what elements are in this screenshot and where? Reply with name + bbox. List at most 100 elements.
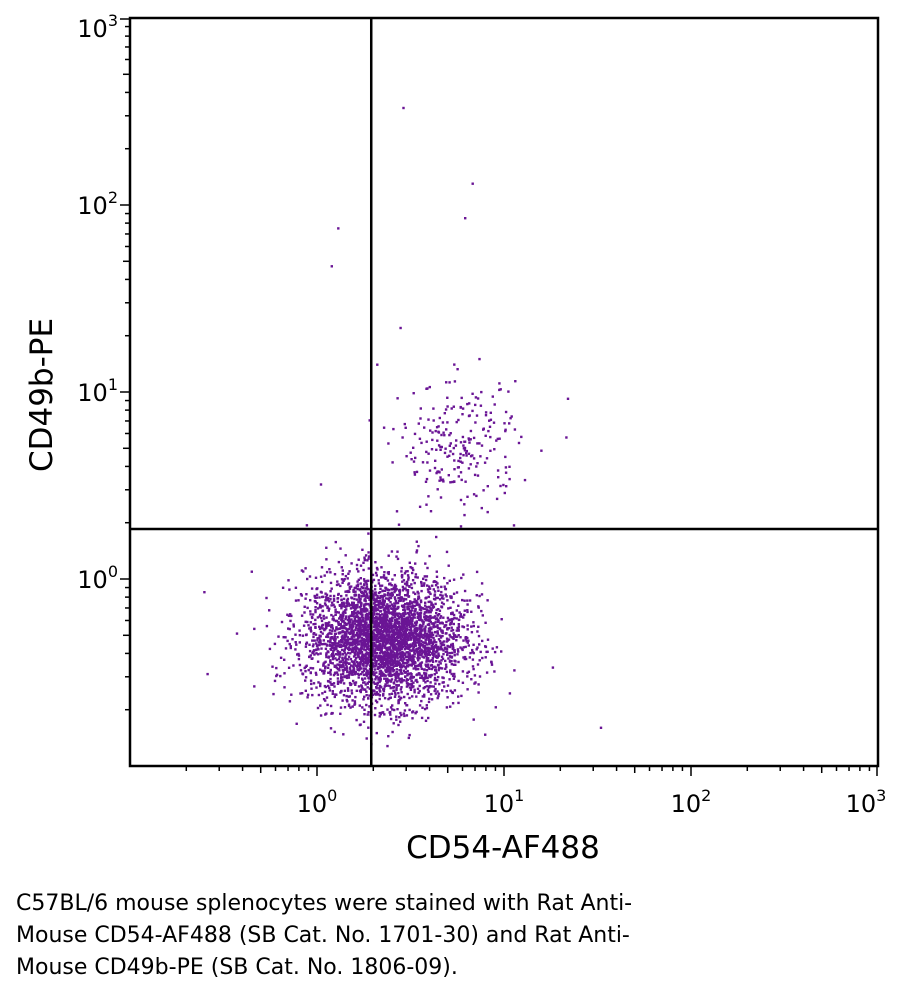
event-point — [347, 648, 351, 652]
event-point — [476, 397, 480, 400]
event-point — [415, 638, 418, 641]
event-point — [414, 679, 417, 682]
event-point — [385, 621, 388, 625]
event-point — [306, 696, 309, 699]
event-point — [395, 620, 398, 624]
event-point — [368, 623, 371, 627]
event-point — [445, 428, 448, 431]
event-point — [498, 388, 501, 392]
event-point — [388, 659, 391, 663]
event-point — [367, 629, 370, 633]
event-point — [340, 640, 344, 643]
event-point — [442, 431, 445, 434]
event-point — [332, 673, 336, 677]
event-point — [400, 686, 403, 689]
event-point — [393, 574, 396, 577]
event-point — [386, 627, 389, 630]
event-point — [429, 675, 432, 679]
event-point — [355, 626, 358, 630]
event-point — [367, 602, 370, 606]
event-point — [366, 594, 369, 597]
event-point — [346, 602, 350, 606]
event-point — [425, 656, 428, 659]
event-point — [384, 641, 387, 644]
event-point — [429, 693, 433, 696]
event-point — [361, 548, 364, 551]
event-point — [504, 410, 508, 414]
event-point — [318, 627, 322, 631]
event-point — [403, 661, 407, 665]
event-point — [432, 636, 435, 640]
event-point — [430, 685, 433, 688]
event-point — [391, 619, 394, 622]
event-point — [345, 615, 348, 618]
event-point — [359, 601, 363, 605]
event-point — [425, 685, 428, 688]
event-point — [379, 684, 382, 688]
event-point — [397, 633, 401, 637]
event-point — [321, 605, 324, 608]
event-point — [566, 397, 570, 400]
event-point — [300, 614, 304, 617]
event-point — [439, 616, 442, 620]
event-point — [400, 625, 404, 629]
event-point — [462, 573, 465, 576]
event-point — [349, 607, 353, 610]
event-point — [423, 707, 427, 711]
event-point — [443, 685, 446, 688]
event-point — [381, 661, 384, 664]
event-point — [389, 672, 392, 675]
event-point — [394, 585, 397, 589]
event-point — [435, 660, 438, 663]
event-point — [429, 681, 432, 684]
event-point — [408, 683, 412, 686]
event-point — [389, 636, 393, 639]
event-point — [406, 623, 409, 626]
event-point — [347, 689, 350, 692]
event-point — [433, 593, 437, 596]
event-point — [437, 430, 440, 433]
event-point — [364, 610, 367, 613]
event-point — [434, 621, 437, 624]
event-point — [377, 603, 380, 606]
event-point — [437, 425, 440, 428]
event-point — [324, 660, 327, 663]
event-point — [367, 711, 370, 714]
event-point — [428, 674, 431, 677]
event-point — [438, 627, 442, 630]
event-point — [341, 637, 344, 640]
event-point — [382, 694, 385, 697]
event-point — [382, 662, 386, 666]
event-point — [394, 599, 398, 603]
event-point — [453, 363, 456, 366]
event-point — [335, 642, 338, 645]
event-point — [449, 450, 452, 453]
event-point — [373, 672, 376, 676]
event-point — [374, 620, 377, 623]
event-point — [418, 641, 421, 645]
event-point — [396, 550, 399, 553]
event-point — [409, 566, 412, 569]
event-point — [356, 638, 359, 642]
event-point — [316, 639, 319, 642]
event-point — [287, 627, 290, 630]
event-point — [508, 422, 511, 425]
event-point — [298, 629, 301, 632]
event-point — [409, 638, 413, 641]
event-point — [431, 431, 434, 434]
event-point — [329, 704, 333, 708]
event-point — [382, 689, 386, 693]
event-point — [336, 673, 339, 676]
event-point — [385, 637, 388, 640]
event-point — [445, 595, 448, 598]
event-point — [361, 623, 364, 627]
event-point — [364, 615, 367, 619]
event-point — [343, 631, 347, 634]
event-point — [470, 678, 473, 681]
event-point — [427, 700, 431, 704]
event-point — [392, 638, 395, 641]
event-point — [384, 669, 387, 672]
event-point — [398, 626, 401, 629]
event-point — [421, 695, 424, 698]
event-point — [386, 633, 389, 637]
